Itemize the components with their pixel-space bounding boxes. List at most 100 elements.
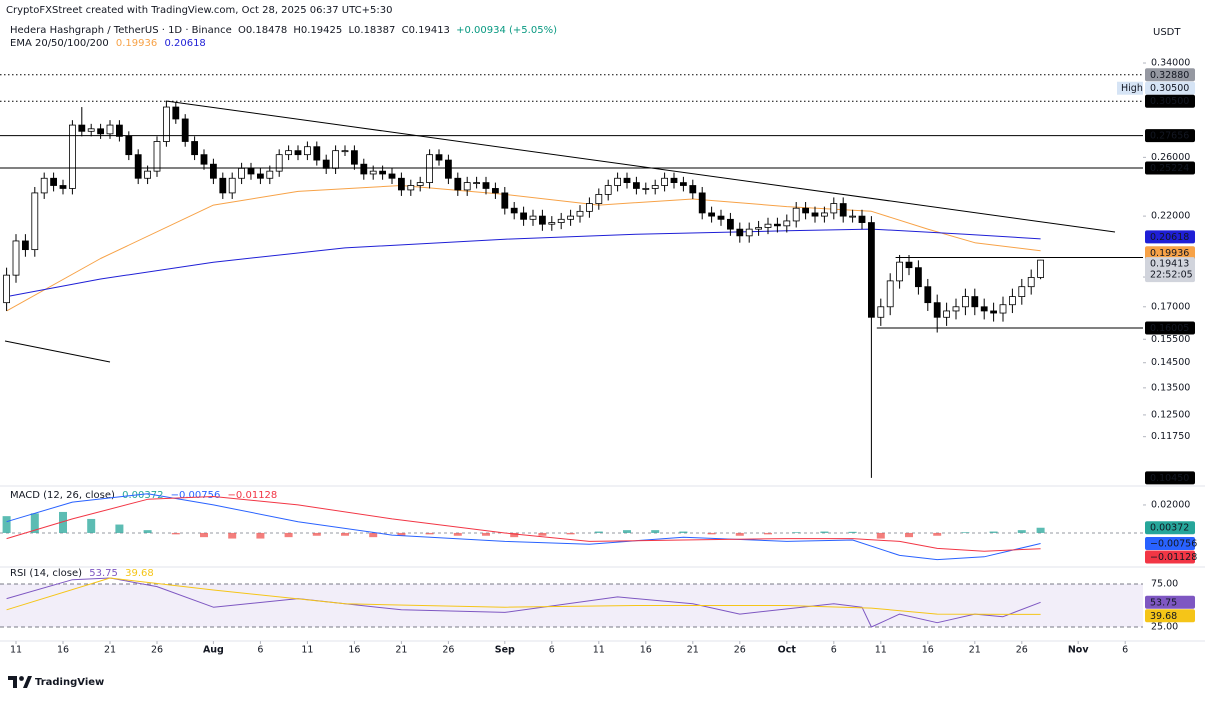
candle-body [444,159,452,179]
candle-body [31,192,39,251]
ema-line: EMA 20/50/100/200 0.19936 0.20618 [10,38,206,49]
indicator-line [6,228,1041,298]
candle-body [539,215,546,225]
macd-hist-bar [397,532,406,536]
candle-body [350,150,358,165]
trendline [4,340,111,363]
x-tick-label: Oct [778,645,797,656]
macd-hist-value: 0.00372 [122,490,163,501]
candle-body [106,124,114,135]
y-tick-label: 75.00 [1151,579,1178,590]
brand-logo: TradingView [8,676,104,688]
candle-body [858,215,866,223]
candle-body [153,141,161,172]
macd-hist-bar [1017,530,1026,533]
x-tick-label: 11 [10,645,22,656]
candle-body [661,177,668,186]
candle-body [12,240,20,276]
candle-body [3,274,10,304]
candle-body [21,240,29,251]
candle-body [1009,296,1016,306]
candle-body [962,296,969,308]
symbol: Hedera Hashgraph / TetherUS · 1D · Binan… [10,25,232,36]
macd-hist-bar [115,524,124,533]
candle-body [717,215,725,220]
high-tag-title: High [1121,83,1143,94]
ema-50-value: 0.19936 [116,38,157,49]
candle-body [369,170,377,175]
x-tick-label: 26 [1016,645,1028,656]
level-tag-bg [1145,161,1195,175]
countdown: 22:52:05 [1150,270,1193,281]
candle-body [181,118,189,142]
candle-body [745,228,753,237]
candle-body [379,170,387,175]
x-tick-label: 26 [151,645,163,656]
candle-body [830,203,838,214]
candle-body [755,227,762,230]
macd-hist-bar [425,532,434,535]
candle-body [736,228,744,237]
logo-mark [8,676,17,688]
candle-body [586,203,593,212]
level-tag-bg [1145,129,1195,143]
macd-legend: MACD (12, 26, close) 0.00372 −0.00756 −0… [10,490,277,501]
candle-body [689,185,697,194]
x-tick-label: 16 [348,645,360,656]
y-tick-label: 25.00 [1151,621,1178,632]
y-tick-label: 0.15500 [1151,334,1190,345]
macd-title: MACD (12, 26, close) [10,490,115,501]
candle-body [764,223,772,228]
candle-body [1037,259,1044,278]
close-label: C [402,25,409,36]
high-tag-bg [1145,81,1195,95]
candle-body [952,306,960,312]
macd-hist-bar [59,511,67,533]
macd-hist-bar [764,532,772,535]
candle-body [69,124,76,189]
macd-hist-bar [341,532,349,536]
macd-hist-bar [820,531,829,533]
candle-body [529,215,537,220]
macd-hist-bar [369,532,378,538]
logo-mark [23,676,32,688]
high-tag: 0.30500 [1150,83,1189,94]
macd-hist-bar [510,532,519,538]
x-tick-label: Nov [1068,645,1089,656]
candle-body [341,150,349,153]
macd-value: −0.00756 [171,490,221,501]
change: +0.00934 (+5.05%) [456,25,557,36]
high-tag-bg [1117,81,1143,95]
y-tick-label: 0.17000 [1151,301,1190,312]
candle-body [642,188,650,190]
macd-line-tag: −0.01128 [1150,552,1197,563]
candle-body [322,159,330,169]
level-tag: 0.16005 [1150,323,1189,334]
candle-body [482,182,490,189]
price-axis: 0.340000.260000.220000.185000.170000.155… [1117,58,1197,632]
macd-hist-bar [679,531,688,533]
x-tick-label: 16 [640,645,652,656]
candle-body [811,212,819,217]
candle-body [698,192,706,214]
candle-body [520,212,527,220]
candle-body [332,150,340,169]
trendline [165,100,1116,233]
candle-body [614,177,621,186]
candle-body [783,220,791,227]
candle-body [905,261,913,269]
level-tag: 0.27656 [1150,131,1189,142]
candle-body [990,310,997,314]
candle-body [849,215,856,218]
rsi-tag-bg [1145,609,1195,623]
macd-hist-bar [792,532,801,533]
candle-body [303,146,311,156]
macd-hist-bar [2,516,11,533]
candle-body [839,203,847,217]
candle-body [980,306,988,312]
indicator-line [6,493,1041,561]
candle-body [172,106,180,120]
y-tick-label: 0.13500 [1151,382,1190,393]
